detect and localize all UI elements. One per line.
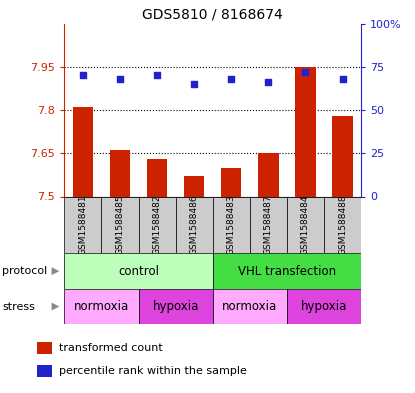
Text: stress: stress	[2, 301, 35, 312]
Bar	[64, 289, 139, 324]
Bar	[73, 107, 93, 196]
Bar	[324, 196, 361, 253]
Point	[154, 72, 160, 79]
Text: percentile rank within the sample: percentile rank within the sample	[59, 366, 247, 376]
Text: control: control	[118, 264, 159, 278]
Text: GSM1588481: GSM1588481	[78, 195, 88, 255]
Bar	[110, 151, 130, 196]
Point	[302, 69, 309, 75]
Bar	[139, 196, 176, 253]
Bar	[258, 153, 278, 196]
Bar	[287, 289, 361, 324]
Text: normoxia: normoxia	[222, 300, 277, 313]
Bar	[139, 289, 213, 324]
Text: protocol: protocol	[2, 266, 47, 276]
Bar	[64, 253, 213, 289]
Bar	[213, 253, 361, 289]
Text: VHL transfection: VHL transfection	[238, 264, 336, 278]
Text: GSM1588482: GSM1588482	[153, 195, 161, 255]
Text: hypoxia: hypoxia	[301, 300, 347, 313]
Point	[80, 72, 86, 79]
Bar	[221, 168, 242, 196]
Point	[228, 76, 234, 82]
Point	[117, 76, 123, 82]
Point	[191, 81, 198, 87]
Bar	[295, 67, 316, 196]
Point	[339, 76, 346, 82]
Bar	[287, 196, 324, 253]
Bar	[37, 342, 52, 354]
Text: hypoxia: hypoxia	[152, 300, 199, 313]
Text: normoxia: normoxia	[74, 300, 129, 313]
Text: GSM1588484: GSM1588484	[301, 195, 310, 255]
Bar	[184, 176, 204, 196]
Text: GSM1588486: GSM1588486	[190, 195, 199, 255]
Bar	[37, 365, 52, 377]
Bar	[176, 196, 213, 253]
Bar	[213, 196, 250, 253]
Bar	[64, 196, 101, 253]
Bar	[213, 289, 287, 324]
Text: GSM1588485: GSM1588485	[115, 195, 124, 255]
Bar	[250, 196, 287, 253]
Bar	[101, 196, 139, 253]
Point	[265, 79, 272, 86]
Text: GSM1588487: GSM1588487	[264, 195, 273, 255]
Text: GSM1588483: GSM1588483	[227, 195, 236, 255]
Text: GSM1588488: GSM1588488	[338, 195, 347, 255]
Text: transformed count: transformed count	[59, 343, 163, 353]
Bar	[332, 116, 353, 196]
Title: GDS5810 / 8168674: GDS5810 / 8168674	[142, 7, 283, 21]
Bar	[147, 159, 167, 196]
